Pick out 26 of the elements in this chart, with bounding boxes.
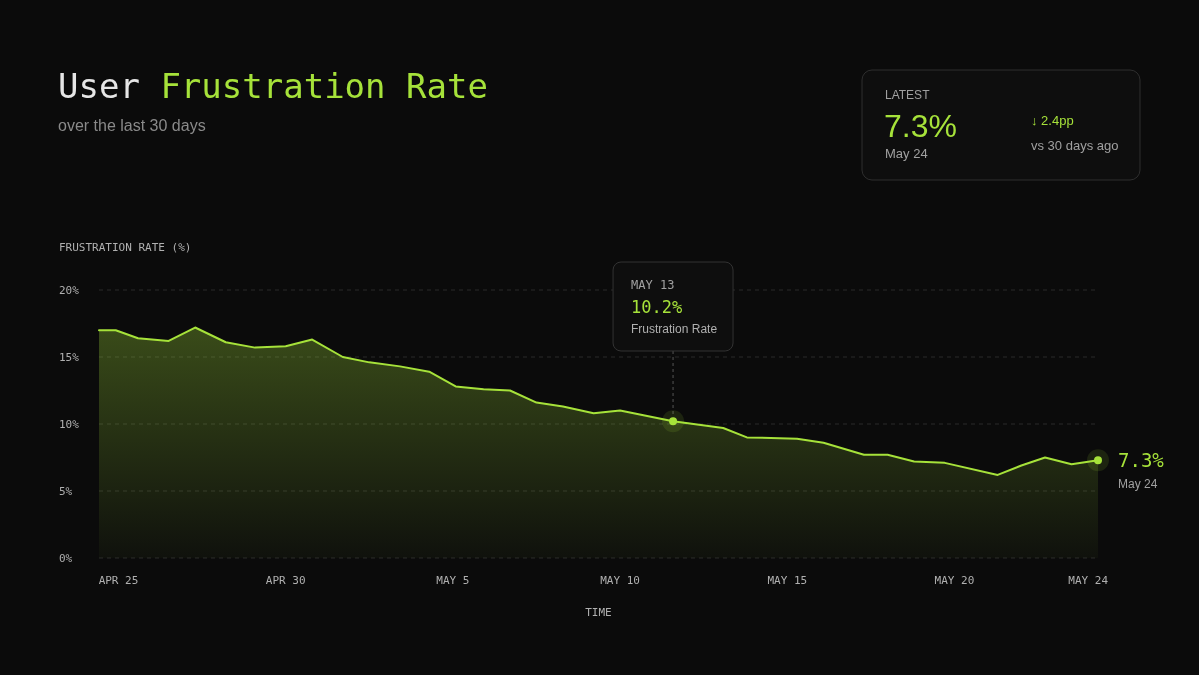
y-tick-label: 0% xyxy=(59,552,73,565)
annotation: Frustration Rate xyxy=(631,322,718,336)
text: ↓ 2.4pp xyxy=(1031,113,1074,128)
chart-subtitle: over the last 30 days xyxy=(58,117,206,134)
y-tick-label: 5% xyxy=(59,485,73,498)
y-tick-label: 20% xyxy=(59,284,80,297)
x-tick-label: MAY 24 xyxy=(1068,574,1109,587)
y-tick-label: 10% xyxy=(59,418,80,431)
x-tick-label: APR 30 xyxy=(265,574,306,587)
text: 7.3% xyxy=(884,108,957,144)
y-tick-label: 15% xyxy=(59,351,80,364)
annotation: 10.2% xyxy=(631,297,683,317)
annotation: MAY 13 xyxy=(631,278,675,292)
text: May 24 xyxy=(1118,477,1158,492)
annotation: 7.3% xyxy=(1118,449,1165,472)
y-axis-title: FRUSTRATION RATE (%) xyxy=(59,241,192,254)
x-tick-label: MAY 5 xyxy=(436,574,470,587)
x-tick-label: MAY 15 xyxy=(767,574,808,587)
x-tick-label: MAY 20 xyxy=(934,574,975,587)
x-axis-title: TIME xyxy=(585,606,612,619)
x-tick-label: MAY 10 xyxy=(600,574,640,587)
text: May 24 xyxy=(885,146,928,161)
text: vs 30 days ago xyxy=(1031,138,1119,153)
chart-title: User Frustration Rate xyxy=(58,66,488,106)
x-tick-label: APR 25 xyxy=(98,574,139,587)
text: LATEST xyxy=(885,88,931,102)
